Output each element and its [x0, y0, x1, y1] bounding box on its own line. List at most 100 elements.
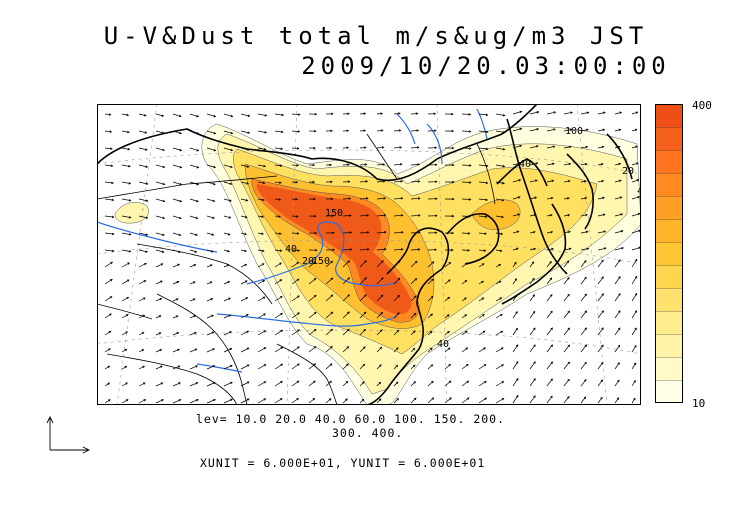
wind-arrow: [631, 111, 638, 115]
wind-arrowhead: [466, 397, 470, 400]
wind-arrowhead: [431, 261, 435, 264]
wind-arrow: [512, 231, 519, 234]
wind-arrow: [121, 232, 131, 235]
wind-arrowhead: [195, 216, 199, 220]
wind-arrowhead: [514, 294, 518, 298]
wind-arrowhead: [297, 346, 300, 349]
wind-arrow: [257, 215, 264, 218]
wind-arrow: [529, 214, 536, 217]
wind-arrow: [308, 380, 316, 387]
wind-arrow: [597, 310, 604, 319]
wind-arrow: [631, 162, 639, 166]
wind-arrowhead: [498, 264, 502, 267]
wind-arrow: [512, 128, 522, 132]
wind-arrow: [121, 279, 130, 285]
wind-arrowhead: [634, 310, 637, 313]
wind-arrowhead: [483, 347, 487, 350]
wind-arrow: [104, 113, 111, 116]
wind-arrow: [189, 382, 198, 387]
wind-arrowhead: [398, 129, 402, 132]
wind-arrowhead: [464, 314, 468, 317]
wind-arrowhead: [601, 179, 605, 183]
wind-arrowhead: [602, 128, 606, 132]
wind-arrow: [189, 264, 196, 268]
wind-arrow: [223, 381, 233, 387]
wind-arrow: [138, 314, 145, 319]
wind-arrowhead: [567, 293, 570, 297]
wind-arrowhead: [230, 381, 233, 385]
wind-arrowhead: [314, 112, 318, 116]
wind-arrow: [478, 147, 488, 150]
wind-arrowhead: [110, 261, 114, 265]
wind-arrowhead: [502, 148, 506, 151]
wind-arrowhead: [313, 380, 316, 384]
wind-arrow: [359, 381, 365, 387]
wind-arrowhead: [567, 310, 570, 314]
wind-arrow: [206, 249, 214, 253]
wind-arrow: [614, 129, 621, 132]
colorbar-band: [655, 333, 683, 358]
wind-arrowhead: [110, 164, 114, 168]
wind-arrow: [393, 130, 401, 132]
wind-arrowhead: [295, 198, 299, 201]
wind-arrow: [614, 293, 621, 302]
wind-arrow: [240, 381, 250, 387]
wind-arrow: [308, 346, 317, 353]
wind-arrow: [138, 113, 147, 116]
wind-arrowhead: [313, 129, 317, 133]
wind-arrowhead: [364, 260, 367, 263]
wind-arrowhead: [178, 250, 181, 253]
wind-arrow: [614, 397, 619, 404]
wind-arrowhead: [330, 197, 334, 201]
colorbar-max-label: 400: [692, 99, 712, 112]
wind-arrowhead: [230, 114, 234, 118]
wind-arrowhead: [145, 148, 148, 151]
wind-arrow: [495, 297, 502, 302]
wind-arrow: [189, 298, 196, 302]
wind-arrowhead: [330, 180, 333, 184]
wind-arrowhead: [230, 398, 233, 402]
wind-arrowhead: [263, 347, 267, 350]
wind-arrow: [546, 197, 553, 200]
dust-secondary-blob: [471, 199, 521, 230]
wind-arrow: [308, 278, 317, 285]
wind-arrow: [121, 331, 128, 336]
wind-arrowhead: [261, 263, 265, 266]
wind-arrow: [291, 398, 299, 404]
wind-arrowhead: [346, 346, 350, 349]
wind-arrow: [546, 294, 553, 302]
wind-arrow: [121, 399, 129, 404]
wind-arrow: [240, 263, 247, 268]
wind-arrowhead: [229, 348, 233, 351]
wind-arrowhead: [262, 198, 265, 202]
wind-arrow: [359, 311, 367, 319]
wind-arrowhead: [550, 361, 553, 364]
wind-arrow: [376, 113, 383, 115]
wind-arrow: [597, 397, 603, 404]
wind-arrow: [206, 215, 215, 219]
wind-arrow: [359, 260, 367, 268]
wind-arrow: [325, 380, 332, 387]
wind-arrow: [172, 298, 179, 302]
wind-arrowhead: [586, 247, 590, 250]
wind-arrow: [206, 181, 216, 185]
wind-arrowhead: [617, 327, 621, 331]
wind-arrowhead: [466, 380, 470, 384]
wind-arrowhead: [415, 112, 419, 115]
contour-labels: 150 20 40 150 40 40 100 20 40: [285, 126, 641, 350]
wind-arrow: [325, 294, 333, 302]
wind-arrow: [478, 364, 486, 370]
wind-arrow: [138, 130, 147, 134]
wind-arrow: [427, 261, 435, 268]
wind-arrowhead: [379, 364, 382, 367]
wind-arrow: [172, 399, 181, 404]
wind-arrowhead: [583, 396, 587, 400]
wind-arrowhead: [549, 260, 552, 264]
wind-arrowhead: [635, 111, 639, 114]
wind-arrowhead: [314, 231, 318, 235]
wind-arrowhead: [602, 213, 606, 217]
wind-arrowhead: [196, 182, 200, 186]
wind-arrow: [529, 278, 535, 285]
wind-arrow: [580, 129, 589, 132]
wind-arrowhead: [618, 276, 621, 279]
